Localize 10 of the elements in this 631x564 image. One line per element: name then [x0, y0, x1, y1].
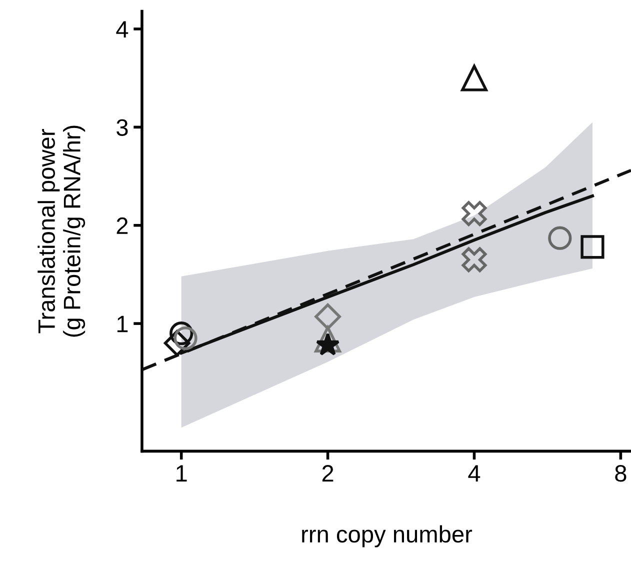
y-tick-label: 4: [116, 21, 128, 38]
x-tick-label: 4: [468, 465, 480, 482]
y-tick-label: 2: [116, 217, 128, 234]
y-axis-title: Translational power (g Protein/g RNA/hr): [38, 126, 86, 337]
x-tick-label: 8: [615, 465, 626, 482]
x-tick-label: 1: [176, 465, 187, 482]
x-tick-label: 2: [322, 465, 334, 482]
y-tick-label: 1: [117, 316, 128, 332]
x-axis-title: rrn copy number: [302, 525, 472, 548]
y-tick-label: 3: [116, 119, 128, 136]
